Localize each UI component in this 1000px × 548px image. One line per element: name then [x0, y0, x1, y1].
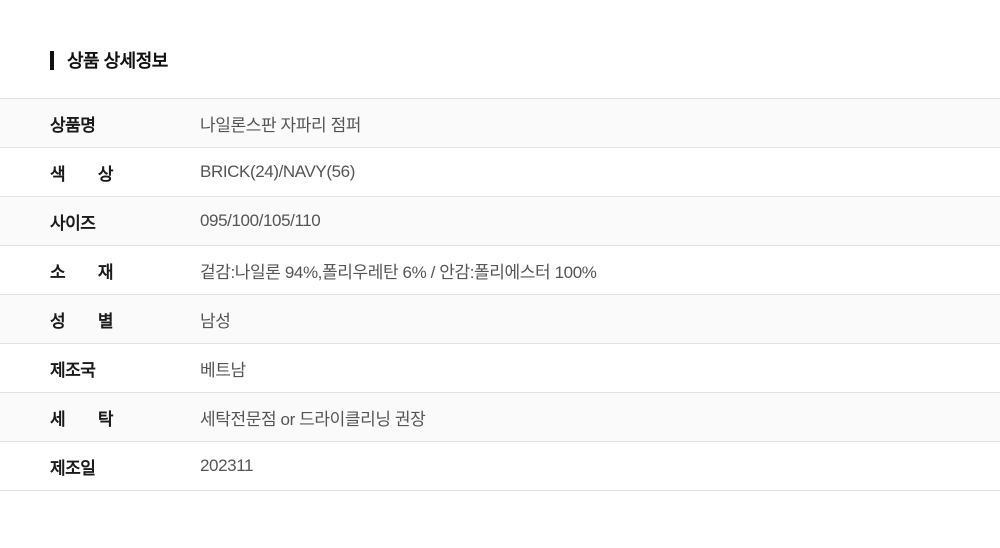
section-title: 상품 상세정보 — [50, 49, 1000, 71]
spec-label: 제조국 — [50, 360, 96, 380]
spec-row: 소 재 겉감:나일론 94%,폴리우레탄 6% / 안감:폴리에스터 100% — [0, 246, 1000, 295]
section-title-label: 상품 상세정보 — [67, 51, 168, 71]
spec-label: 상품명 — [50, 115, 96, 135]
spec-label: 사이즈 — [50, 213, 96, 233]
spec-row: 제조일 202311 — [0, 442, 1000, 491]
spec-row: 성 별 남성 — [0, 295, 1000, 344]
spec-value: 베트남 — [200, 360, 246, 380]
spec-value: 202311 — [200, 456, 254, 475]
spec-value: 세탁전문점 or 드라이클리닝 권장 — [200, 409, 426, 429]
spec-label: 색 상 — [50, 164, 114, 184]
spec-value: 겉감:나일론 94%,폴리우레탄 6% / 안감:폴리에스터 100% — [200, 262, 597, 282]
spec-value: BRICK(24)/NAVY(56) — [200, 162, 355, 181]
title-accent-bar — [50, 50, 54, 70]
spec-row: 세 탁 세탁전문점 or 드라이클리닝 권장 — [0, 393, 1000, 442]
product-spec-table: 상품명 나일론스판 자파리 점퍼 색 상 BRICK(24)/NAVY(56) … — [0, 98, 1000, 491]
spec-value: 095/100/105/110 — [200, 211, 321, 230]
product-detail-section: 상품 상세정보 상품명 나일론스판 자파리 점퍼 색 상 BRICK(24)/N… — [0, 49, 1000, 491]
spec-label: 제조일 — [50, 458, 96, 478]
spec-label: 세 탁 — [50, 409, 114, 429]
spec-label: 성 별 — [50, 311, 114, 331]
spec-row: 제조국 베트남 — [0, 344, 1000, 393]
spec-row: 색 상 BRICK(24)/NAVY(56) — [0, 148, 1000, 197]
spec-label: 소 재 — [50, 262, 114, 282]
spec-row: 사이즈 095/100/105/110 — [0, 197, 1000, 246]
spec-value: 남성 — [200, 311, 231, 331]
spec-row: 상품명 나일론스판 자파리 점퍼 — [0, 99, 1000, 148]
spec-value: 나일론스판 자파리 점퍼 — [200, 115, 362, 135]
